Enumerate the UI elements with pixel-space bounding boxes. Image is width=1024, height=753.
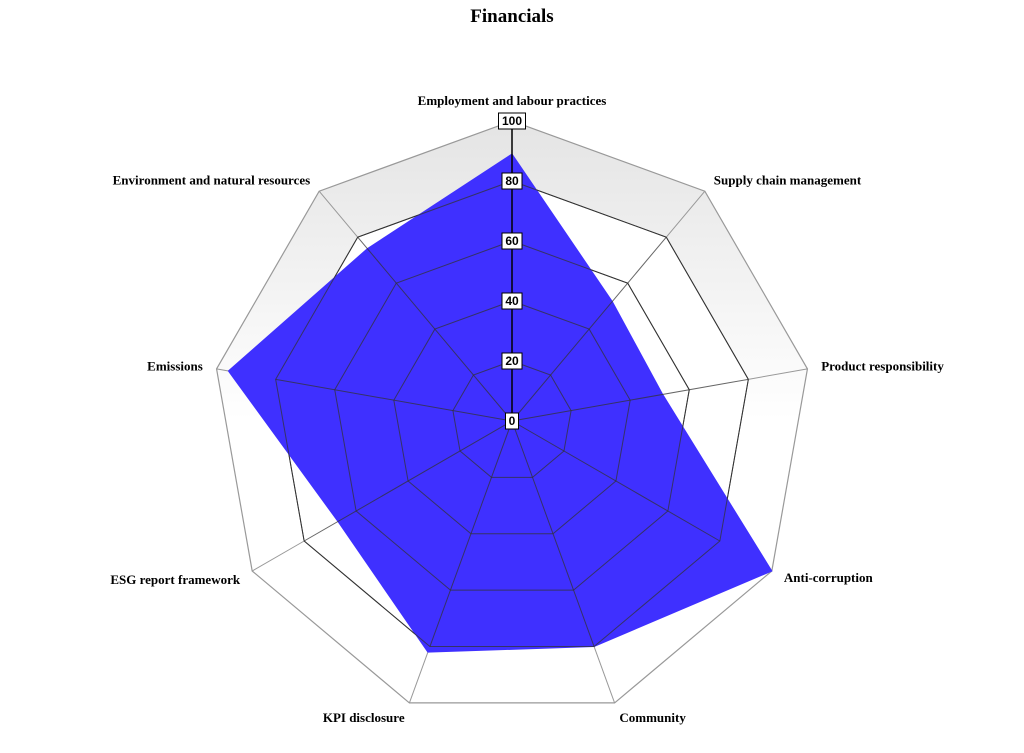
axis-layer xyxy=(275,121,749,648)
chart-title: Financials xyxy=(470,6,553,27)
grid-ring-overlay xyxy=(334,240,690,591)
tick-box xyxy=(501,352,523,370)
grid-spoke-overlay xyxy=(357,236,513,422)
category-label: Anti-corruption xyxy=(784,570,874,585)
grid-spoke-overlay xyxy=(275,378,513,422)
grid-spoke-overlay xyxy=(303,420,513,542)
category-label: Community xyxy=(619,710,686,725)
category-label: Emissions xyxy=(147,359,203,374)
category-labels: Employment and labour practices Supply ch… xyxy=(110,93,944,725)
category-label: Product responsibility xyxy=(821,359,944,374)
tick-box xyxy=(501,172,523,190)
grid-spoke-overlay xyxy=(511,236,667,422)
tick-label: 80 xyxy=(505,174,519,188)
category-label: Supply chain management xyxy=(714,173,862,188)
category-label: KPI disclosure xyxy=(323,710,405,725)
category-label: Environment and natural resources xyxy=(113,173,311,188)
tick-box xyxy=(501,232,523,250)
tick-box xyxy=(498,112,526,130)
tick-label: 40 xyxy=(505,294,519,308)
category-label: ESG report framework xyxy=(110,572,241,587)
grid-spoke xyxy=(408,646,431,704)
tick-label: 20 xyxy=(505,354,519,368)
tick-label: 60 xyxy=(505,234,519,248)
series-area xyxy=(227,153,773,653)
grid-spoke-overlay xyxy=(511,420,595,647)
tick-box xyxy=(505,412,519,430)
grid-spoke xyxy=(748,368,808,380)
grid-spoke-overlay xyxy=(511,420,721,542)
grid-ring-overlay xyxy=(452,360,572,478)
grid-spoke xyxy=(593,646,616,704)
grid-ring-overlay xyxy=(393,300,631,535)
grid-spoke-overlay xyxy=(429,420,513,647)
tick-labels: 0 20 40 60 80 100 xyxy=(498,112,526,430)
category-label: Employment and labour practices xyxy=(418,93,607,108)
grid-spoke xyxy=(318,190,359,238)
tick-box xyxy=(501,292,523,310)
grid-spoke-overlay xyxy=(511,378,749,422)
grid-spoke xyxy=(251,540,305,572)
tick-label: 100 xyxy=(502,114,522,128)
series-layer xyxy=(227,153,773,653)
grid-ring-overlay xyxy=(275,180,749,648)
tick-label: 0 xyxy=(509,414,516,428)
grid-spoke xyxy=(665,190,706,238)
grid-ring xyxy=(215,120,809,704)
